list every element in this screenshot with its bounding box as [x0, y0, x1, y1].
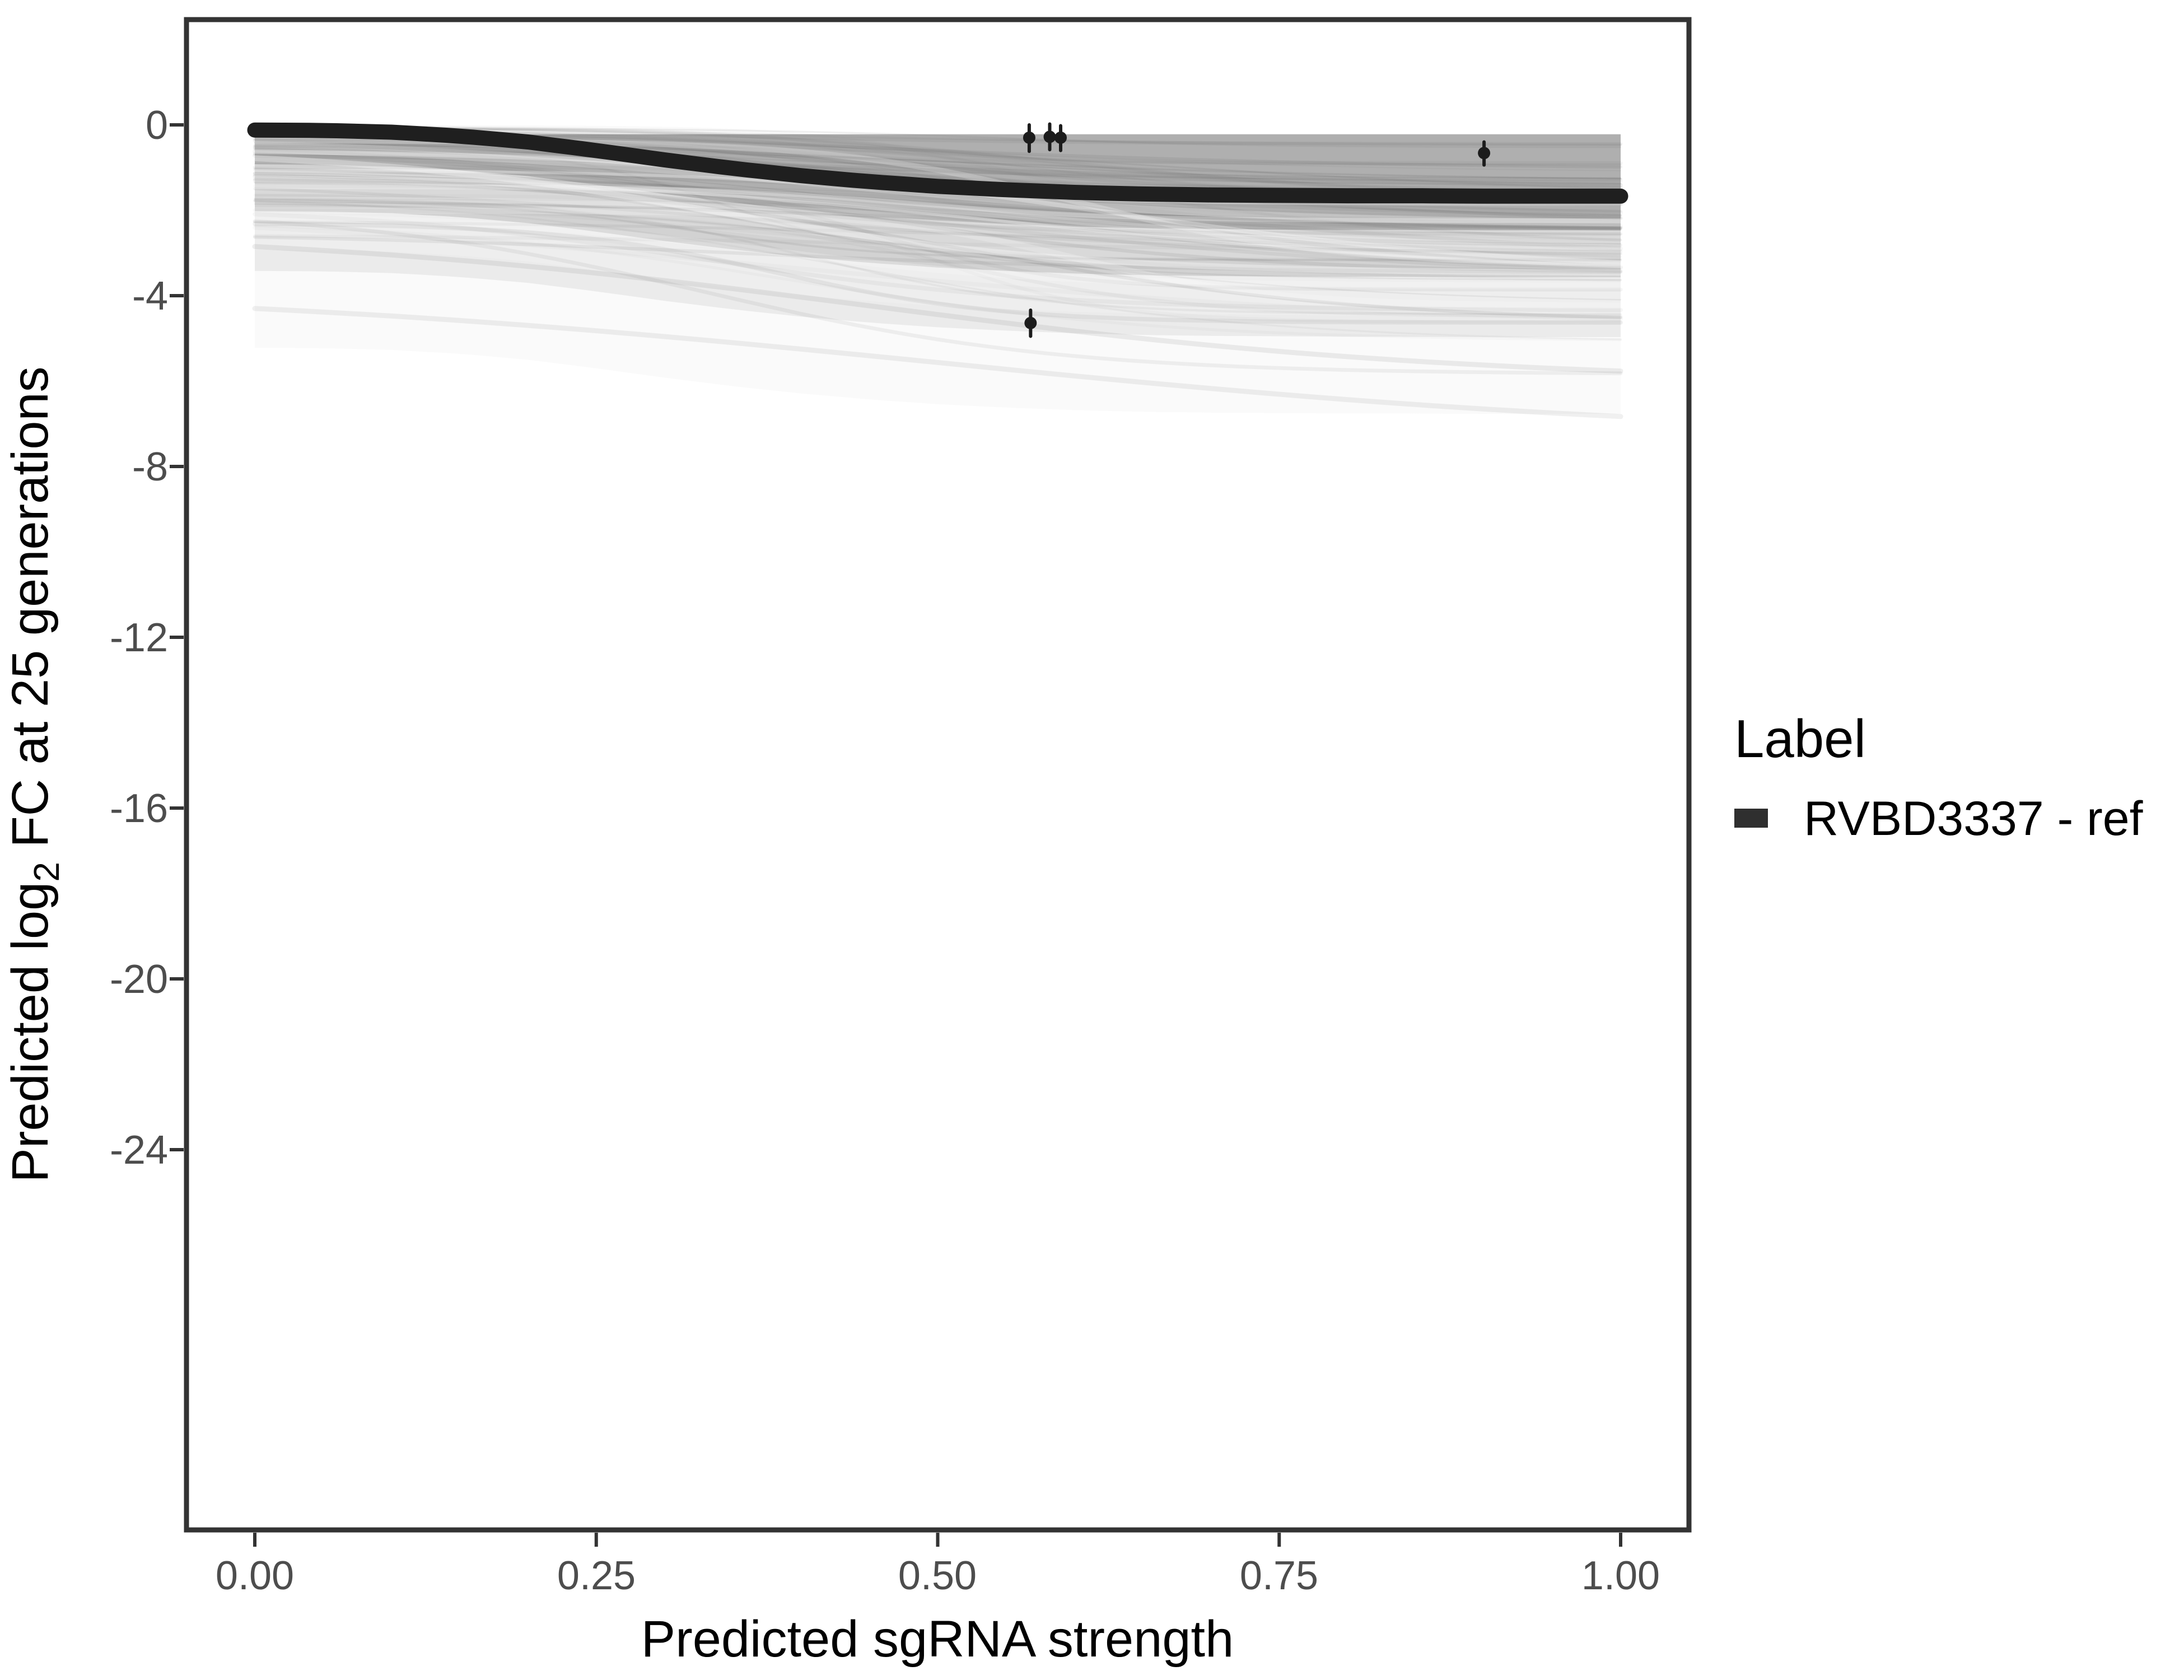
data-point [1478, 147, 1491, 160]
ribbon-band [255, 194, 1621, 337]
data-pointranges [1023, 122, 1491, 338]
data-point [1054, 131, 1067, 144]
background-curve [253, 171, 1623, 236]
background-curve [252, 184, 1623, 223]
background-curve [254, 199, 1622, 262]
background-curve [253, 167, 1622, 231]
background-curve [253, 144, 1622, 260]
y-axis-ticks [170, 123, 184, 1151]
legend: Label RVBD3337 - ref [1734, 709, 2144, 846]
background-curve [254, 179, 1622, 263]
background-curve [253, 174, 1623, 270]
background-curve [254, 181, 1622, 248]
pointrange [1023, 123, 1035, 153]
background-curve [253, 125, 1623, 146]
plot-area [247, 122, 1628, 419]
background-curve [252, 244, 1623, 374]
background-curve [253, 150, 1623, 251]
y-tick-label: -20 [110, 957, 168, 1002]
background-curve [253, 199, 1622, 230]
background-curve [254, 142, 1622, 180]
background-curve [253, 184, 1623, 230]
background-curve [253, 125, 1623, 165]
data-point [1024, 316, 1037, 329]
ribbon-band [255, 149, 1621, 278]
pointrange [1043, 122, 1056, 152]
legend-item-label: RVBD3337 - ref [1804, 792, 2144, 846]
x-axis-tick-labels: 0.00 0.25 0.50 0.75 1.00 [216, 1553, 1660, 1598]
data-point [1043, 130, 1056, 143]
y-tick-label: -16 [110, 786, 168, 831]
background-curve [253, 235, 1622, 274]
background-curve [254, 173, 1622, 281]
background-curve [254, 198, 1622, 235]
panel-border [184, 17, 1692, 1533]
posterior-ribbon [255, 127, 1621, 414]
x-tick-label: 0.00 [216, 1553, 294, 1598]
ribbon-band [255, 249, 1621, 414]
background-curve [253, 125, 1623, 196]
background-curve [251, 207, 1624, 309]
background-curve [254, 200, 1622, 340]
y-tick-label: -8 [132, 445, 168, 489]
background-curve [254, 127, 1622, 148]
background-curve [251, 145, 1625, 227]
background-curve [253, 152, 1623, 274]
y-tick-label: 0 [146, 103, 168, 148]
background-curve [253, 172, 1623, 273]
x-tick-label: 0.25 [557, 1553, 636, 1598]
x-tick-label: 1.00 [1581, 1553, 1660, 1598]
subscript: 2 [26, 862, 67, 882]
y-axis-title: Predicted log2 FC at 25 generations [2, 366, 67, 1182]
background-curve [253, 221, 1623, 325]
x-tick-label: 0.75 [1240, 1553, 1318, 1598]
background-curve [254, 203, 1622, 301]
background-curve [253, 220, 1622, 252]
background-curve [254, 198, 1622, 222]
background-curve [253, 197, 1622, 316]
background-curve [253, 212, 1623, 312]
background-curve [253, 174, 1622, 230]
background-curve [252, 197, 1623, 254]
background-curve [253, 234, 1623, 254]
y-tick-label: -4 [132, 274, 168, 319]
background-curve [253, 125, 1622, 146]
background-curve [253, 178, 1623, 320]
background-curve [253, 179, 1623, 292]
background-curve [254, 148, 1622, 183]
background-curve [253, 208, 1623, 319]
x-axis-ticks [253, 1533, 1622, 1547]
background-curve [253, 219, 1623, 375]
background-curve [253, 147, 1622, 247]
background-curve [251, 155, 1624, 276]
background-curve [253, 144, 1622, 166]
x-axis-title: Predicted sgRNA strength [641, 1611, 1234, 1668]
background-curve [254, 142, 1622, 179]
background-curve [254, 181, 1622, 226]
pointrange [1478, 140, 1491, 167]
data-point [1023, 131, 1035, 144]
background-curve [254, 163, 1622, 245]
background-curve [253, 187, 1622, 255]
y-tick-label: -24 [110, 1128, 168, 1173]
background-curve [253, 153, 1623, 188]
legend-key-swatch [1734, 809, 1768, 828]
background-curve [251, 213, 1625, 290]
background-curve [253, 173, 1622, 268]
pointrange [1054, 124, 1067, 152]
y-axis-tick-labels: 0 -4 -8 -12 -16 -20 -24 [110, 103, 168, 1173]
legend-title: Label [1734, 709, 1866, 769]
y-tick-label: -12 [110, 615, 168, 660]
background-curve [251, 175, 1624, 251]
x-tick-label: 0.50 [898, 1553, 977, 1598]
background-curve [252, 306, 1623, 419]
reference-curve-rvbd3337 [247, 122, 1628, 204]
pointrange [1024, 308, 1037, 338]
